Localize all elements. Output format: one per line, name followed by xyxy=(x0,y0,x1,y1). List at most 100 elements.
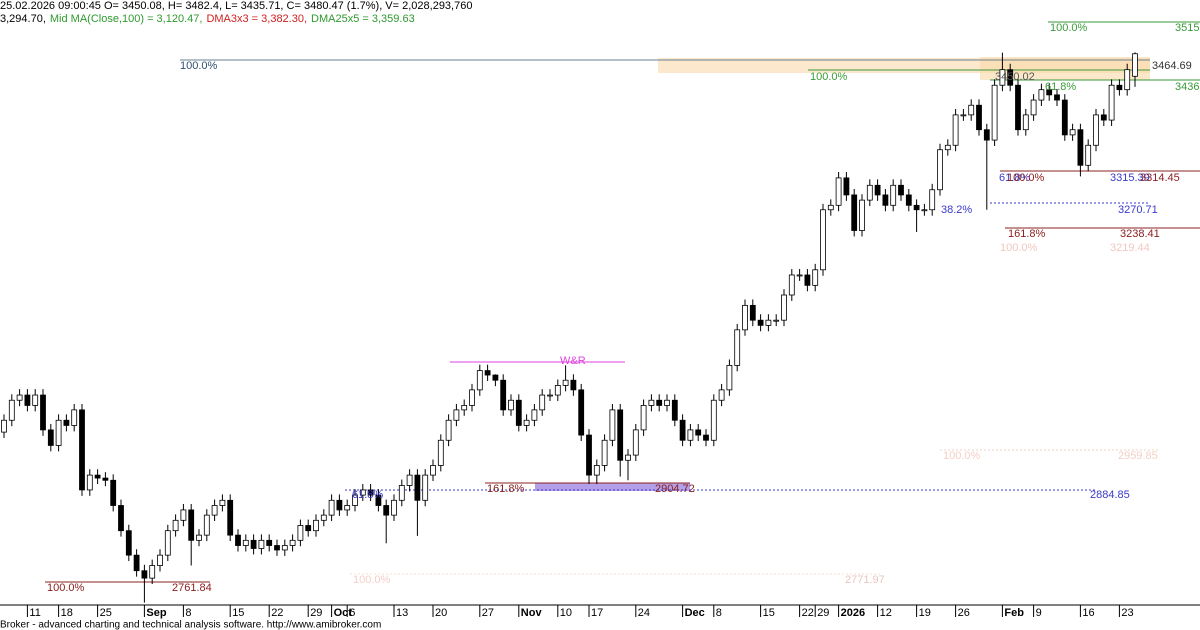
candle-body xyxy=(523,419,530,426)
candle-body xyxy=(16,394,23,401)
annotation: 3436 xyxy=(1175,81,1199,93)
candle-body xyxy=(562,379,569,386)
candle-body xyxy=(804,274,811,286)
candle-body xyxy=(882,194,889,206)
candle-body xyxy=(492,374,499,381)
candle-body xyxy=(1,419,7,433)
legend-entry: Mid MA(Close,100) = 3,120.47, xyxy=(50,13,203,25)
candle-body xyxy=(601,439,608,466)
candle-body xyxy=(281,545,288,551)
annotation: 100.0% xyxy=(1050,22,1088,34)
candle-body xyxy=(820,209,826,271)
x-tick-label: 20 xyxy=(435,607,447,619)
candle-body xyxy=(554,385,561,396)
candle-body xyxy=(289,539,296,546)
x-tick-label: 11 xyxy=(29,607,40,619)
candle-body xyxy=(656,399,663,406)
x-tick-label: 27 xyxy=(482,607,494,619)
candle-body xyxy=(586,434,592,476)
candle-body xyxy=(484,370,491,376)
candle-body xyxy=(726,365,733,391)
annotation: 100.0% xyxy=(47,582,85,594)
candle-body xyxy=(983,129,990,141)
candle-body xyxy=(999,69,1006,86)
annotation: 3464.69 xyxy=(1152,60,1192,72)
annotation: 2771.97 xyxy=(845,574,885,586)
candle-body xyxy=(110,479,117,506)
candle-body xyxy=(866,184,873,201)
candle-body xyxy=(796,274,803,277)
candle-body xyxy=(305,525,312,532)
candle-body xyxy=(788,274,795,296)
candle-body xyxy=(274,545,280,551)
candle-body xyxy=(609,409,616,441)
candle-body xyxy=(32,394,39,406)
candle-body xyxy=(1015,84,1021,131)
candle-body xyxy=(398,485,405,501)
candle-body xyxy=(71,409,78,426)
legend-entry: DMA3x3 = 3,382.30, xyxy=(206,13,307,25)
candle-body xyxy=(172,519,179,532)
annotation: 3515 xyxy=(1175,22,1199,34)
candle-body xyxy=(835,177,842,206)
candle-body xyxy=(375,494,382,506)
candle-body xyxy=(125,530,132,556)
annotation: 3238.41 xyxy=(1120,228,1160,240)
annotation: 161.8% xyxy=(1008,228,1046,240)
candle-body xyxy=(905,194,912,206)
candle-body xyxy=(890,184,897,206)
annotation: 61.8% xyxy=(352,489,383,501)
candle-body xyxy=(1054,94,1060,101)
x-tick-label: 26 xyxy=(958,607,970,619)
annotation: 100.0% xyxy=(1000,242,1038,254)
candle-body xyxy=(703,434,709,441)
annotation: 3270.71 xyxy=(1118,204,1158,216)
candle-body xyxy=(742,304,748,331)
candle-body xyxy=(1077,129,1084,166)
annotation: 100.0% xyxy=(810,71,848,83)
candle-body xyxy=(476,370,483,391)
legend-entry: DMA25x5 = 3,359.63 xyxy=(311,13,415,25)
candle-body xyxy=(453,409,460,421)
zone-shade xyxy=(535,483,690,491)
candle-body xyxy=(430,465,436,476)
annotation: 2959.85 xyxy=(1118,450,1158,462)
candle-body xyxy=(55,419,62,446)
candle-body xyxy=(843,177,850,196)
candle-body xyxy=(313,519,319,532)
candle-body xyxy=(391,499,397,516)
x-tick-label: 25 xyxy=(100,607,112,619)
candle-body xyxy=(211,505,218,516)
x-tick-label: 12 xyxy=(880,607,892,619)
candle-body xyxy=(164,530,171,556)
candle-body xyxy=(749,304,756,321)
candle-body xyxy=(648,399,655,406)
candle-body xyxy=(859,199,865,231)
candle-body xyxy=(515,399,522,426)
candle-body xyxy=(1100,114,1107,121)
candle-body xyxy=(593,465,600,476)
candle-body xyxy=(118,505,124,532)
candle-body xyxy=(1116,84,1123,91)
candle-body xyxy=(297,525,304,541)
x-tick-label: Sep xyxy=(146,607,166,619)
x-tick-label: 6 xyxy=(349,607,355,619)
candle-body xyxy=(328,499,335,516)
annotation: 2904.72 xyxy=(655,483,695,495)
candle-body xyxy=(710,399,717,441)
candle-body xyxy=(937,149,943,191)
candle-body xyxy=(180,509,187,521)
candle-body xyxy=(781,294,787,321)
candle-body xyxy=(508,399,514,411)
candle-body xyxy=(63,419,70,426)
annotation: 38.2% xyxy=(941,204,972,216)
annotation: 3314.45 xyxy=(1140,172,1180,184)
candle-body xyxy=(547,394,553,397)
candle-body xyxy=(359,489,366,496)
candle-body xyxy=(94,474,101,479)
annotation: 3315.39 xyxy=(1110,172,1150,184)
candle-body xyxy=(1069,129,1076,136)
x-tick-label: Nov xyxy=(521,607,543,619)
candle-body xyxy=(851,194,858,231)
